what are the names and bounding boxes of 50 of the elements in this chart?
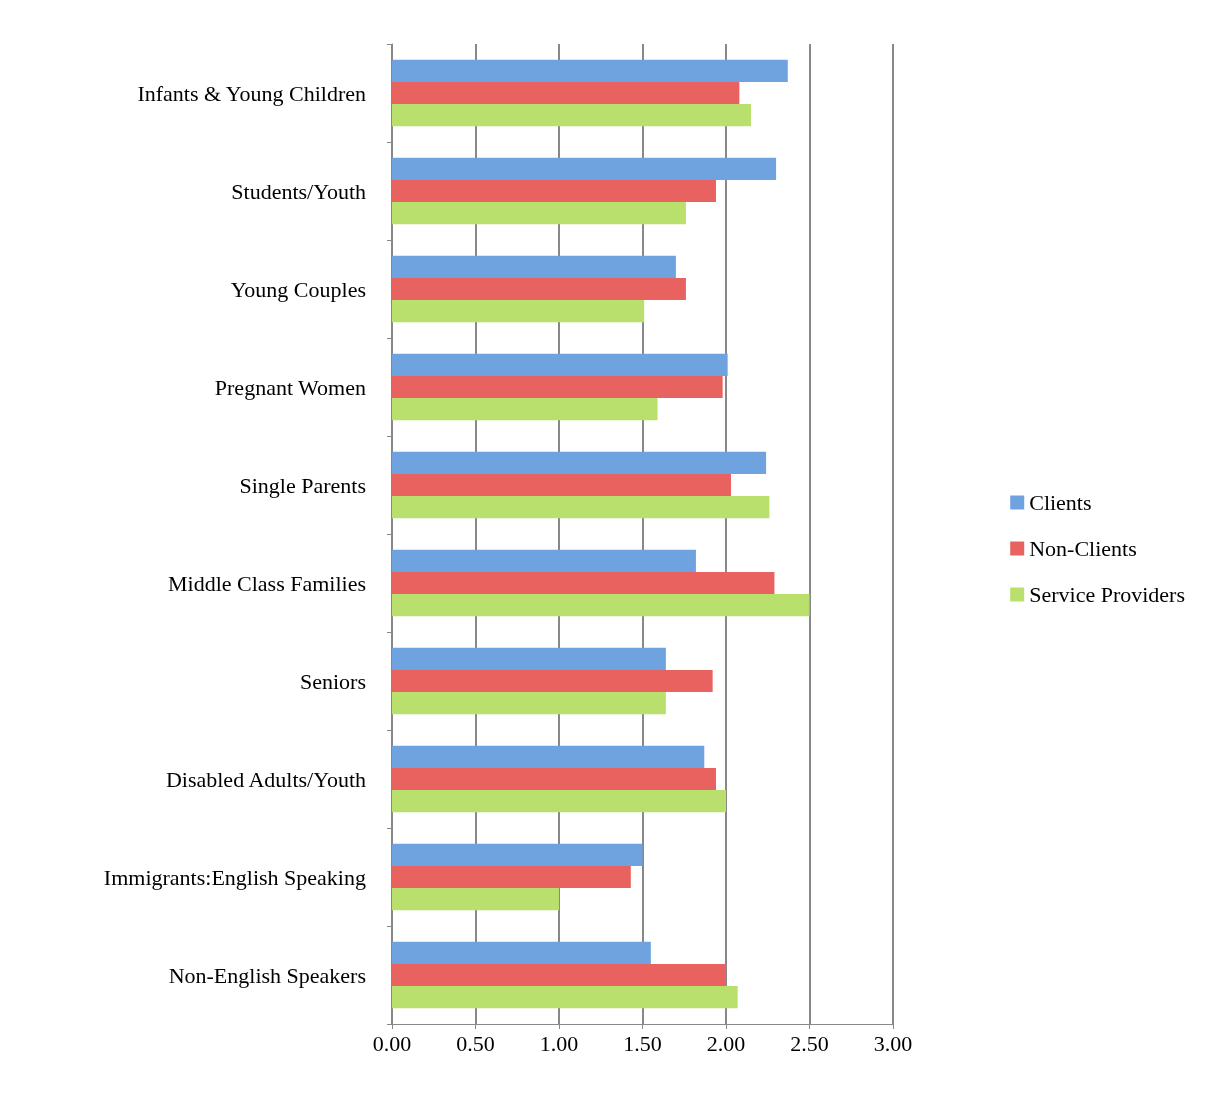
bar	[392, 790, 726, 813]
bar	[392, 669, 713, 693]
bar	[392, 300, 645, 323]
y-tick-label: Young Couples	[230, 276, 366, 302]
bar	[392, 941, 651, 964]
x-tick-label: 2.50	[790, 1030, 829, 1056]
bar	[392, 398, 658, 421]
bar	[392, 353, 728, 376]
bar	[392, 571, 775, 595]
y-tick-label: Single Parents	[239, 472, 366, 498]
x-tick-label: 2.00	[706, 1030, 746, 1056]
bar	[392, 375, 723, 399]
y-tick-label: Seniors	[300, 668, 366, 694]
x-tick-label: 3.00	[873, 1030, 913, 1056]
bar	[392, 647, 666, 670]
bar	[392, 179, 716, 203]
bar	[392, 277, 686, 301]
y-tick-label: Middle Class Families	[168, 570, 366, 596]
x-tick-label: 0.50	[456, 1030, 495, 1056]
legend-label: Service Providers	[1029, 582, 1185, 607]
y-tick-label: Pregnant Women	[214, 374, 366, 400]
y-tick-label: Non-English Speakers	[168, 962, 366, 988]
bar	[392, 745, 705, 768]
x-tick-label: 0.00	[372, 1030, 412, 1056]
bar	[392, 865, 631, 889]
y-tick-label: Immigrants:English Speaking	[103, 864, 366, 890]
bar	[392, 986, 738, 1009]
bar	[392, 59, 788, 82]
y-tick-label: Infants & Young Children	[137, 80, 366, 106]
bar	[392, 767, 716, 791]
legend-label: Non-Clients	[1029, 536, 1137, 561]
y-tick-label: Students/Youth	[231, 178, 366, 204]
bar	[392, 496, 770, 519]
x-tick-label: 1.50	[623, 1030, 662, 1056]
bar	[392, 963, 726, 987]
y-tick-label: Disabled Adults/Youth	[165, 766, 366, 792]
bar	[392, 157, 777, 180]
bar	[392, 202, 686, 225]
legend-label: Clients	[1029, 490, 1092, 515]
bar	[392, 843, 643, 866]
x-tick-label: 1.00	[539, 1030, 579, 1056]
bar	[392, 473, 732, 497]
bar	[392, 888, 559, 911]
bar	[392, 549, 696, 572]
bar	[392, 692, 666, 715]
bar	[392, 104, 752, 127]
bar	[392, 594, 810, 617]
bar	[392, 81, 740, 105]
bar	[392, 451, 767, 474]
bar	[392, 255, 676, 278]
